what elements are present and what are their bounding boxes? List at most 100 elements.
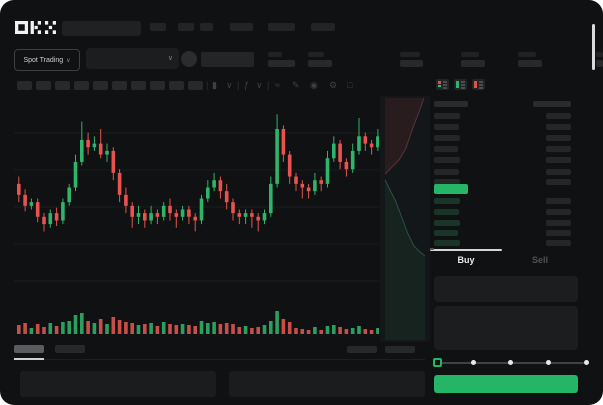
bid-row-amount[interactable] xyxy=(546,198,571,204)
icon-bar xyxy=(438,81,441,84)
ask-row-amount[interactable] xyxy=(546,157,571,163)
icon-bar xyxy=(438,84,441,88)
bid-row-amount[interactable] xyxy=(546,220,571,226)
toolbar-button-placeholder[interactable] xyxy=(74,81,89,90)
market-type-selector[interactable]: Spot Trading ∨ xyxy=(14,49,80,71)
fullscreen-icon[interactable]: □ xyxy=(347,80,353,90)
last-price[interactable] xyxy=(434,184,468,194)
icon-line xyxy=(443,81,447,83)
ticker-stat-label xyxy=(596,52,603,57)
icon-line xyxy=(461,81,465,83)
bid-row-price[interactable] xyxy=(434,220,460,226)
separator: | xyxy=(267,80,270,90)
icon-bar xyxy=(456,81,459,88)
camera-icon[interactable]: ◉ xyxy=(310,80,318,90)
price-chart[interactable] xyxy=(14,96,379,342)
toolbar-button-placeholder[interactable] xyxy=(131,81,146,90)
bottom-tab-active-placeholder[interactable] xyxy=(14,345,44,353)
ask-row-amount[interactable] xyxy=(546,146,571,152)
toolbar-button-placeholder[interactable] xyxy=(188,81,203,90)
settings-icon[interactable]: ⚙ xyxy=(329,80,338,90)
chevron-down-icon: ∨ xyxy=(167,55,173,62)
toolbar-button-placeholder[interactable] xyxy=(169,81,184,90)
bid-row-amount[interactable] xyxy=(546,230,571,236)
orderbook-buy-side-icon[interactable] xyxy=(454,79,467,90)
toolbar-button-placeholder[interactable] xyxy=(93,81,108,90)
toolbar-button-placeholder[interactable] xyxy=(150,81,165,90)
drawing-line-icon[interactable]: ≈ xyxy=(275,80,280,90)
ask-row-price[interactable] xyxy=(434,124,459,130)
toolbar-button-placeholder[interactable] xyxy=(36,81,51,90)
ticker-stat-label xyxy=(461,52,479,57)
tab-buy[interactable]: Buy xyxy=(457,255,475,265)
nav-item-placeholder[interactable] xyxy=(311,23,335,31)
ask-row-price[interactable] xyxy=(434,169,459,175)
ask-row-amount[interactable] xyxy=(546,179,571,185)
bid-row-price[interactable] xyxy=(434,209,459,215)
icon-line xyxy=(479,81,483,83)
orderbook-sell-side-icon[interactable] xyxy=(472,79,485,90)
ticker-stat-value xyxy=(596,60,603,67)
bottom-action-placeholder[interactable] xyxy=(347,346,377,353)
slider-dot[interactable] xyxy=(584,360,589,365)
slider-dot[interactable] xyxy=(508,360,513,365)
slider-dot[interactable] xyxy=(471,360,476,365)
icon-line xyxy=(461,84,465,86)
ticker-stat-value xyxy=(400,60,423,67)
icon-line xyxy=(443,87,447,89)
bid-row-amount[interactable] xyxy=(546,240,571,246)
bottom-tab-placeholder[interactable] xyxy=(55,345,85,353)
toolbar-button-placeholder[interactable] xyxy=(112,81,127,90)
ask-row-price[interactable] xyxy=(434,179,460,185)
ask-row-price[interactable] xyxy=(434,146,458,152)
bid-row-price[interactable] xyxy=(434,198,460,204)
buy-submit-button[interactable] xyxy=(434,375,578,393)
bid-row-amount[interactable] xyxy=(546,209,571,215)
toolbar-button-placeholder[interactable] xyxy=(55,81,70,90)
bid-row-price[interactable] xyxy=(434,240,460,246)
amount-slider-handle[interactable] xyxy=(433,358,442,367)
toolbar-button-placeholder[interactable] xyxy=(17,81,32,90)
price-axis-marker xyxy=(426,248,434,250)
ask-row-price[interactable] xyxy=(434,157,460,163)
chevron-down-icon[interactable]: ∨ xyxy=(256,80,263,90)
ask-row-price[interactable] xyxy=(434,113,460,119)
depth-chart xyxy=(380,96,430,342)
indicators-icon[interactable]: ƒ xyxy=(244,80,250,90)
slider-dot[interactable] xyxy=(546,360,551,365)
price-input[interactable] xyxy=(434,276,578,302)
depth-curves xyxy=(384,97,426,340)
scrollbar[interactable] xyxy=(592,24,595,70)
ask-row-amount[interactable] xyxy=(546,135,571,141)
icon-line xyxy=(443,84,447,86)
icon-bar xyxy=(474,81,477,88)
candle-type-icon[interactable]: ▮ xyxy=(212,80,217,90)
bottom-panel-placeholder xyxy=(229,371,425,397)
ticker-stat-value xyxy=(268,60,295,67)
buy-sell-tab-indicator xyxy=(430,249,502,251)
bottom-action-placeholder[interactable] xyxy=(385,346,415,353)
nav-item-placeholder[interactable] xyxy=(230,23,253,31)
orderbook-both-sides-icon[interactable] xyxy=(436,79,449,90)
chevron-down-icon[interactable]: ∨ xyxy=(226,80,233,90)
nav-item-placeholder[interactable] xyxy=(178,23,194,31)
ticker-stat-label xyxy=(308,52,324,57)
ask-row-amount[interactable] xyxy=(546,113,571,119)
bid-row-price[interactable] xyxy=(434,230,458,236)
orderbook-header-amount xyxy=(533,101,571,107)
ticker-stat-label xyxy=(268,52,282,57)
coin-icon xyxy=(181,51,197,67)
nav-item-placeholder[interactable] xyxy=(150,23,166,31)
pair-selector[interactable]: ∨ xyxy=(86,48,179,69)
nav-item-placeholder[interactable] xyxy=(268,23,295,31)
tab-sell[interactable]: Sell xyxy=(531,255,548,265)
ask-row-price[interactable] xyxy=(434,135,460,141)
ask-row-amount[interactable] xyxy=(546,169,571,175)
amount-input[interactable] xyxy=(434,306,578,350)
search-input[interactable] xyxy=(62,21,141,36)
nav-item-placeholder[interactable] xyxy=(200,23,213,31)
ask-row-amount[interactable] xyxy=(546,124,571,130)
edit-icon[interactable]: ✎ xyxy=(292,80,300,90)
okx-logo xyxy=(15,21,56,34)
bottom-tab-underline xyxy=(14,358,44,360)
